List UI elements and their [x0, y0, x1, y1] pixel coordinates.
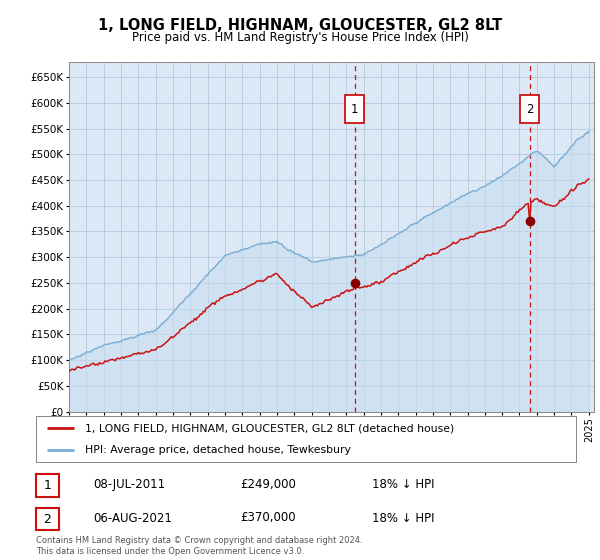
- Text: 06-AUG-2021: 06-AUG-2021: [93, 511, 172, 525]
- Text: HPI: Average price, detached house, Tewkesbury: HPI: Average price, detached house, Tewk…: [85, 445, 350, 455]
- Text: Price paid vs. HM Land Registry's House Price Index (HPI): Price paid vs. HM Land Registry's House …: [131, 31, 469, 44]
- Text: 1, LONG FIELD, HIGHNAM, GLOUCESTER, GL2 8LT (detached house): 1, LONG FIELD, HIGHNAM, GLOUCESTER, GL2 …: [85, 423, 454, 433]
- Text: £370,000: £370,000: [240, 511, 296, 525]
- Text: 18% ↓ HPI: 18% ↓ HPI: [372, 511, 434, 525]
- Text: Contains HM Land Registry data © Crown copyright and database right 2024.
This d: Contains HM Land Registry data © Crown c…: [36, 536, 362, 556]
- Text: 1: 1: [43, 479, 52, 492]
- Text: 2: 2: [526, 102, 533, 116]
- Text: 1, LONG FIELD, HIGHNAM, GLOUCESTER, GL2 8LT: 1, LONG FIELD, HIGHNAM, GLOUCESTER, GL2 …: [98, 18, 502, 33]
- Text: 08-JUL-2011: 08-JUL-2011: [93, 478, 165, 491]
- Text: 18% ↓ HPI: 18% ↓ HPI: [372, 478, 434, 491]
- FancyBboxPatch shape: [520, 95, 539, 123]
- Text: £249,000: £249,000: [240, 478, 296, 491]
- FancyBboxPatch shape: [346, 95, 364, 123]
- Text: 2: 2: [43, 512, 52, 526]
- Text: 1: 1: [351, 102, 359, 116]
